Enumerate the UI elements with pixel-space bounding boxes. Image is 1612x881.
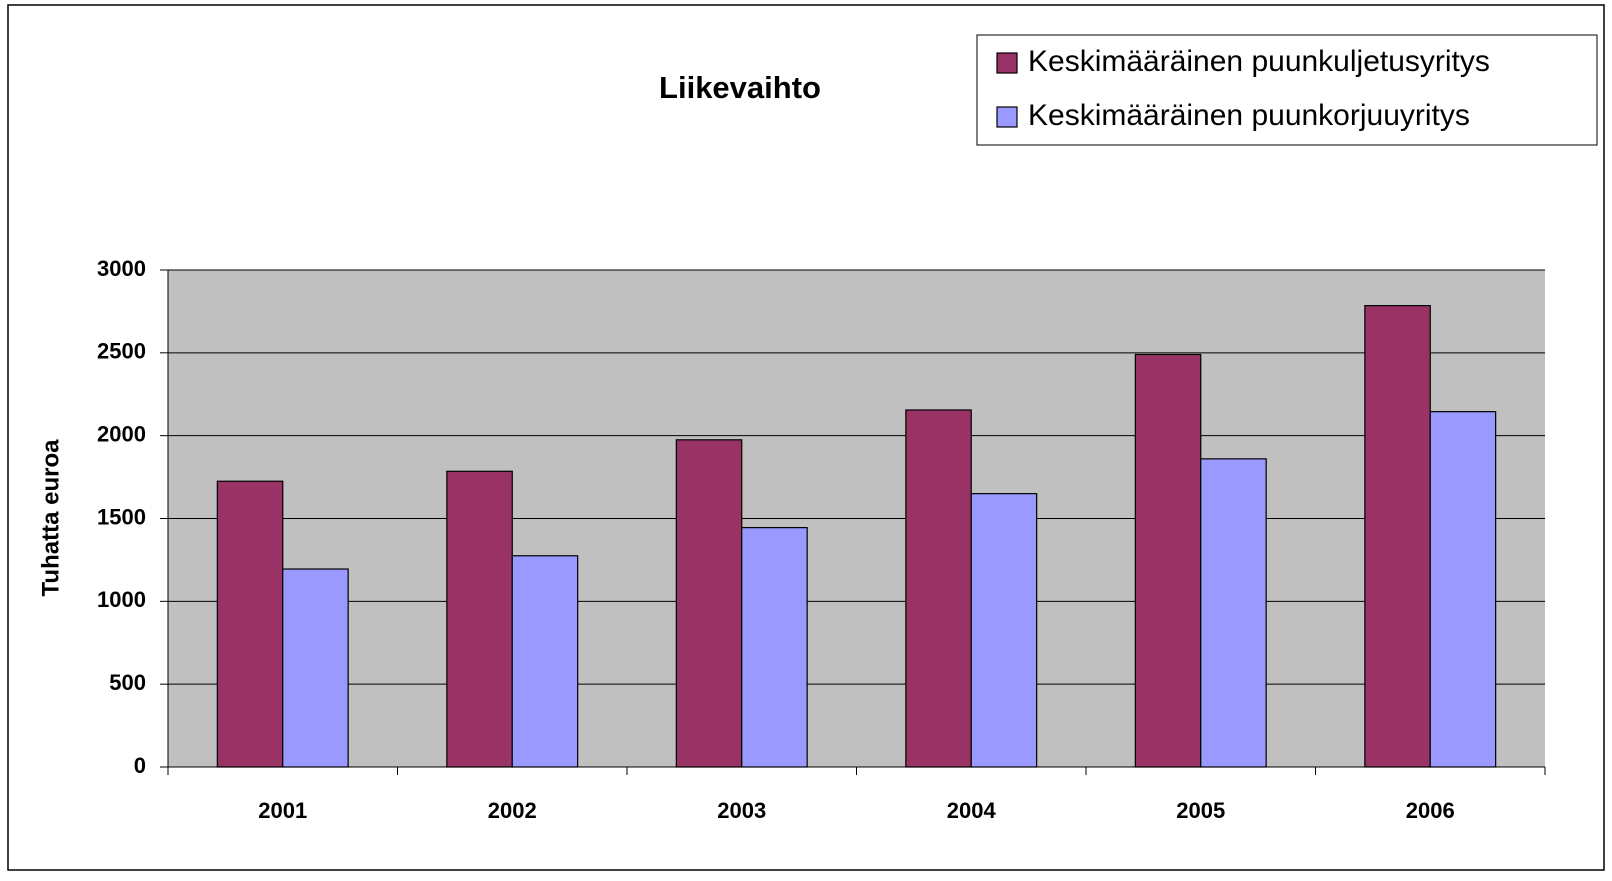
grid [168,269,1545,768]
y-tick-label: 500 [109,670,146,695]
y-axis-label: Tuhatta euroa [37,439,64,597]
axes: 0 500 1000 1500 2000 2500 3000 2001 2002 2003 2004… [97,256,1546,823]
x-tick-label: 2002 [488,798,537,823]
legend-label: Keskimääräinen puunkorjuuyritys [1028,99,1470,132]
bar [1134,353,1202,768]
x-tick-label: 2003 [717,798,766,823]
y-tick-label: 1000 [97,587,146,612]
bar [675,439,743,768]
bar [216,480,284,768]
y-tick-label: 1500 [97,504,146,529]
x-tick-label: 2001 [258,798,307,823]
x-tick-label: 2005 [1176,798,1225,823]
legend-swatch [996,52,1018,74]
bar [282,568,349,768]
y-tick-label: 2000 [97,421,146,446]
bar [1429,411,1497,768]
legend [976,34,1598,146]
bar [970,493,1038,768]
y-tick-label: 3000 [97,256,146,281]
bar [1200,458,1267,768]
chart-title: Liikevaihto [659,70,821,105]
bar [741,527,808,768]
bar [511,555,579,768]
bar [446,470,513,768]
legend-swatch [996,106,1018,128]
bar [905,409,972,768]
x-tick-label: 2004 [947,798,997,823]
bar [1364,305,1431,768]
legend-entries: Keskimääräinen puunkuljetusyritys Keskimä… [996,45,1490,132]
legend-label: Keskimääräinen puunkuljetusyritys [1028,45,1490,78]
y-tick-label: 0 [134,753,146,778]
x-tick-label: 2006 [1406,798,1455,823]
y-tick-label: 2500 [97,339,146,364]
